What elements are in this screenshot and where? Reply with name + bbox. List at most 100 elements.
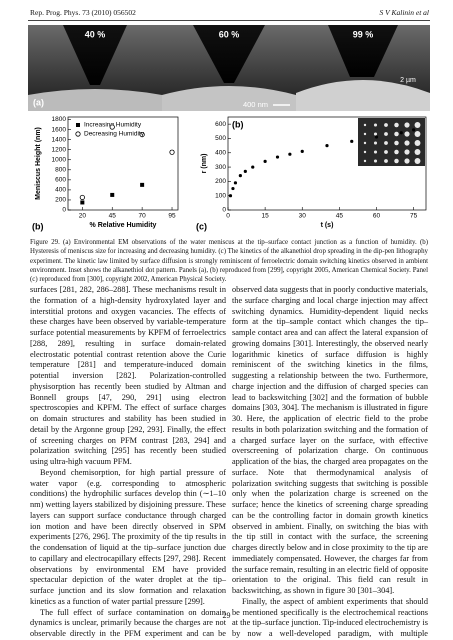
data-point [233, 181, 238, 185]
data-point [300, 149, 304, 153]
x-tick-label: 70 [139, 213, 147, 220]
inset-dot [363, 123, 367, 127]
inset-dot [373, 141, 378, 145]
left-column: surfaces [281, 282, 286–288]. These mech… [30, 285, 226, 640]
data-point [399, 131, 403, 135]
y-tick-label: 1400 [52, 136, 67, 143]
data-point [243, 169, 247, 173]
paragraph: surfaces [281, 282, 286–288]. These mech… [30, 285, 226, 466]
right-column: observed data suggests that in poorly co… [232, 285, 428, 640]
scale-label: 400 nm [243, 100, 268, 109]
y-tick-label: 300 [215, 164, 226, 171]
legend-marker [75, 131, 81, 137]
data-point [325, 144, 329, 148]
inset-dot [414, 149, 421, 155]
y-tick-label: 0 [62, 207, 66, 214]
inset-dot [394, 158, 399, 164]
figure: 40 % 60 % 99 %(a) 400 nm0200400600800100012… [28, 25, 430, 233]
inset-dot [363, 159, 367, 163]
inset-dot [414, 131, 421, 137]
paragraph: Beyond chemisorption, for high partial p… [30, 467, 226, 606]
inset-dot [414, 140, 421, 146]
y-tick-label: 200 [215, 178, 226, 185]
inset-dot [394, 122, 399, 128]
y-tick-label: 400 [55, 187, 66, 194]
inset-dot [384, 150, 388, 154]
x-tick-label: 45 [109, 213, 117, 220]
data-point [169, 149, 175, 155]
data-point [275, 155, 280, 159]
inset-dot [363, 141, 367, 145]
x-axis-label: t (s) [321, 222, 334, 229]
journal-ref: Rep. Prog. Phys. 73 (2010) 056502 [30, 8, 136, 17]
data-point [228, 194, 233, 198]
inset-dot [363, 150, 367, 154]
y-tick-label: 200 [55, 197, 66, 204]
data-point [251, 165, 255, 169]
y-tick-label: 600 [55, 177, 66, 184]
inset-image [358, 118, 425, 166]
data-point [231, 186, 235, 191]
header-rule [28, 20, 430, 21]
inset-dot [404, 158, 410, 164]
x-tick-label: 30 [299, 213, 307, 220]
data-point [139, 131, 145, 138]
inset-dot [384, 159, 388, 163]
y-tick-label: 1000 [52, 156, 67, 163]
authors: S V Kalinin et al [379, 8, 429, 17]
inset-dot [373, 132, 378, 136]
data-point [79, 194, 85, 201]
y-tick-label: 0 [222, 207, 226, 214]
x-tick-label: 95 [168, 213, 176, 220]
inset-dot [394, 131, 399, 137]
y-tick-label: 1600 [52, 126, 67, 133]
inset-dot [373, 150, 378, 154]
inset-dot [414, 158, 421, 164]
inset-dot [384, 141, 388, 145]
data-point [140, 182, 145, 187]
inset-dot [404, 122, 410, 128]
paragraph: observed data suggests that in poorly co… [232, 285, 428, 595]
y-tick-label: 100 [215, 192, 226, 199]
data-point [238, 174, 242, 178]
inset-dot [394, 149, 399, 155]
legend-label: Decreasing Humidity [84, 131, 145, 138]
scale-label: 2 µm [400, 77, 416, 84]
inset-dot [373, 123, 378, 127]
panel-tag: (b) [32, 221, 44, 231]
plot-frame [227, 116, 427, 211]
humidity-label: 99 % [353, 29, 374, 39]
data-point [263, 159, 267, 163]
y-tick-label: 1800 [52, 116, 67, 123]
panel-tag: (b) [232, 119, 244, 129]
inset-dot [384, 123, 388, 127]
x-axis-label: % Relative Humidity [90, 222, 157, 229]
x-tick-label: 20 [79, 213, 87, 220]
y-tick-label: 800 [55, 167, 66, 174]
page-number: 29 [222, 611, 231, 620]
humidity-label: 40 % [85, 29, 106, 39]
data-point [110, 192, 115, 197]
inset-dot [363, 132, 367, 136]
panel-tag: (a) [33, 97, 44, 107]
humidity-label: 60 % [219, 29, 240, 39]
y-axis-label: Meniscus Height (nm) [35, 127, 42, 200]
y-tick-label: 400 [215, 149, 226, 156]
x-tick-label: 60 [373, 213, 381, 220]
data-point [288, 152, 292, 156]
figure-caption: Figure 29. (a) Environmental EM observat… [30, 239, 428, 284]
plot-frame [67, 116, 179, 211]
x-tick-label: 45 [336, 213, 344, 220]
data-point [374, 135, 379, 139]
y-tick-label: 500 [215, 135, 226, 142]
data-point [80, 200, 85, 205]
inset-dot [414, 122, 421, 128]
inset-dot [373, 159, 378, 163]
sem-panels [28, 25, 430, 111]
data-point [350, 139, 354, 143]
x-tick-label: 0 [226, 213, 230, 220]
inset-dot [404, 140, 410, 146]
panel-tag: (c) [196, 221, 207, 231]
x-tick-label: 75 [410, 213, 418, 220]
